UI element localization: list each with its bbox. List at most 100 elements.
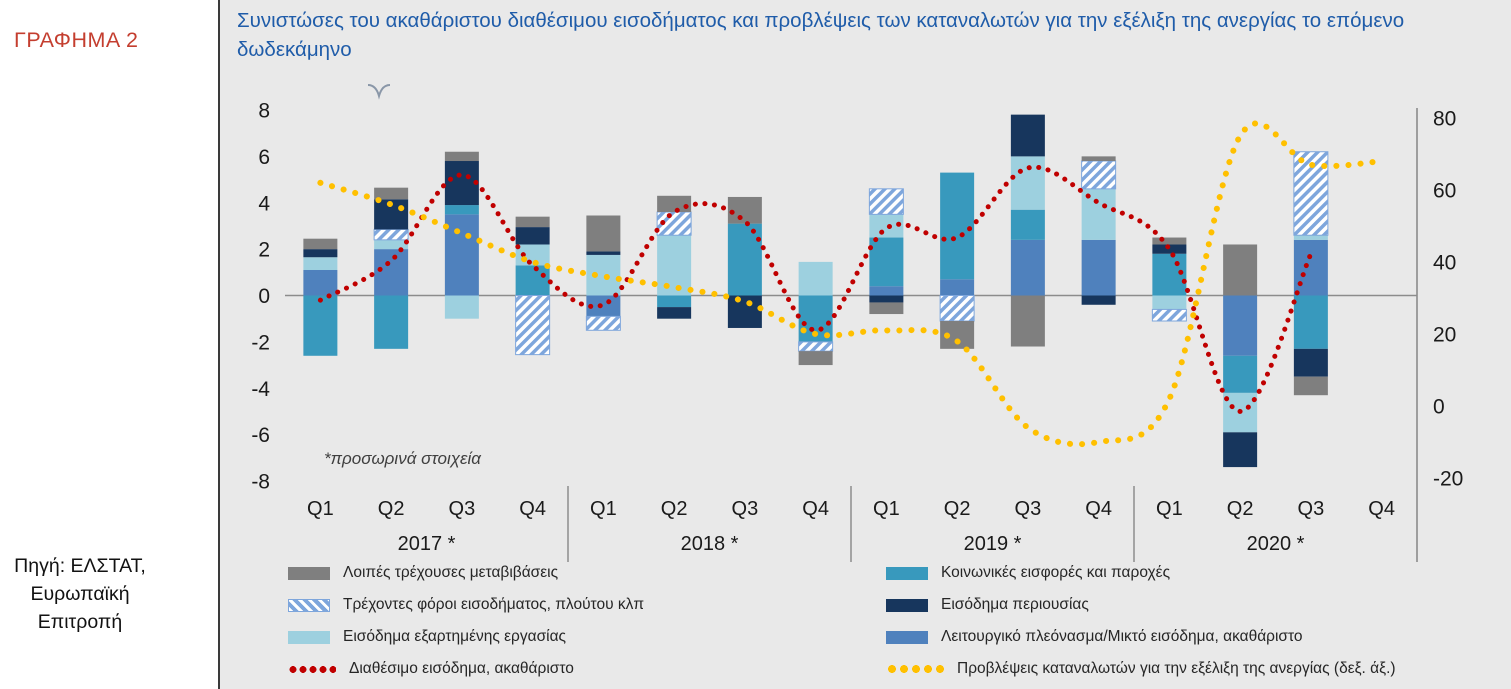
bar-other_transfers-q2 xyxy=(374,187,409,200)
bar-property-q1 xyxy=(303,249,338,258)
legend-item-operating-surplus: Λειτουργικό πλεόνασμα/Μικτό εισόδημα, ακ… xyxy=(886,626,1396,648)
chart-number-label: ΓΡΑΦΗΜΑ 2 xyxy=(14,28,139,52)
bar-employment-q4 xyxy=(515,244,550,266)
bar-surplus-q14 xyxy=(1223,295,1258,356)
bar-employment-q13 xyxy=(1152,295,1187,310)
x-axis-quarter-label: Q2 xyxy=(378,498,405,520)
bar-employment-q11 xyxy=(1010,156,1045,210)
x-axis-quarter-label: Q3 xyxy=(449,498,476,520)
left-axis-tick-label: 6 xyxy=(258,146,270,169)
legend-item-other-transfers: Λοιπές τρέχουσες μεταβιβάσεις xyxy=(288,562,644,584)
bar-other_transfers-q9 xyxy=(869,302,904,315)
bar-social-q6 xyxy=(657,295,692,308)
left-axis-tick-label: -8 xyxy=(251,471,270,494)
mediumblue-swatch-icon xyxy=(886,630,928,644)
x-axis-quarter-label: Q1 xyxy=(307,498,334,520)
bar-employment-q2 xyxy=(374,239,409,250)
x-axis-quarter-label: Q1 xyxy=(873,498,900,520)
bar-social-q15 xyxy=(1293,295,1328,349)
line-disposable_income xyxy=(317,164,1314,414)
title-brace-mark xyxy=(367,84,391,100)
source-line: Επιτροπή xyxy=(37,611,123,633)
x-axis-quarter-label: Q1 xyxy=(1156,498,1183,520)
bar-taxes-q13 xyxy=(1151,308,1187,322)
legend-label: Λοιπές τρέχουσες μεταβιβάσεις xyxy=(343,564,559,581)
right-axis-tick-label: 80 xyxy=(1433,108,1456,131)
x-axis-quarter-label: Q3 xyxy=(1015,498,1042,520)
left-axis-tick-label: 8 xyxy=(258,100,270,123)
legend-label: Κοινωνικές εισφορές και παροχές xyxy=(941,564,1171,581)
bar-employment-q8 xyxy=(798,261,833,296)
source-line: Πηγή: ΕΛΣΤΑΤ, xyxy=(14,555,146,577)
legend-item-unemployment-expectations: Προβλέψεις καταναλωτών για την εξέλιξη τ… xyxy=(886,658,1396,680)
bar-surplus-q2 xyxy=(374,249,409,296)
bar-social-q14 xyxy=(1223,355,1258,393)
bar-other_transfers-q3 xyxy=(444,151,479,162)
right-axis-tick-label: 20 xyxy=(1433,324,1456,347)
bar-social-q4 xyxy=(515,265,550,296)
bar-property-q4 xyxy=(515,227,550,245)
left-axis-tick-label: 4 xyxy=(258,192,270,215)
vertical-divider xyxy=(218,0,220,689)
left-axis-tick-label: 2 xyxy=(258,239,270,262)
bar-other_transfers-q12 xyxy=(1081,156,1116,162)
legend-label: Εισόδημα εξαρτημένης εργασίας xyxy=(343,628,567,645)
bar-other_transfers-q1 xyxy=(303,238,338,250)
right-axis-tick-label: 0 xyxy=(1433,396,1445,419)
bar-social-q10 xyxy=(940,172,975,280)
bar-other_transfers-q6 xyxy=(657,195,692,213)
chart-panel: Συνιστώσες του ακαθάριστου διαθέσιμου ει… xyxy=(220,0,1511,689)
x-axis-quarter-label: Q2 xyxy=(661,498,688,520)
bar-employment-q9 xyxy=(869,214,904,238)
x-axis-year-label: 2017 * xyxy=(398,533,456,555)
x-axis-quarter-label: Q3 xyxy=(732,498,759,520)
bar-other_transfers-q14 xyxy=(1223,244,1258,296)
bar-other_transfers-q5 xyxy=(586,215,621,252)
x-axis-year-label: 2020 * xyxy=(1247,533,1305,555)
left-axis-tick-label: -4 xyxy=(251,378,270,401)
bar-other_transfers-q13 xyxy=(1152,237,1187,245)
bar-surplus-q15 xyxy=(1293,239,1328,296)
right-axis-tick-label: -20 xyxy=(1433,468,1463,491)
bar-property-q15 xyxy=(1293,348,1328,377)
bar-taxes-q10 xyxy=(939,295,975,322)
legend-item-property-income: Εισόδημα περιουσίας xyxy=(886,594,1396,616)
bar-surplus-q9 xyxy=(869,286,904,296)
legend-label: Τρέχοντες φόροι εισοδήματος, πλούτου κλπ xyxy=(343,596,645,613)
red-dotted-line-icon xyxy=(288,665,336,673)
bar-taxes-q4 xyxy=(515,295,551,356)
legend-item-disposable-income: Διαθέσιμο εισόδημα, ακαθάριστο xyxy=(288,658,644,680)
x-axis-quarter-label: Q4 xyxy=(802,498,829,520)
bar-social-q1 xyxy=(303,295,338,356)
x-axis-quarter-label: Q4 xyxy=(519,498,546,520)
x-axis-year-label: 2019 * xyxy=(964,533,1022,555)
chart-legend: Λοιπές τρέχουσες μεταβιβάσεις Τρέχοντες … xyxy=(220,562,1511,689)
bar-other_transfers-q11 xyxy=(1010,295,1045,347)
bar-property-q3 xyxy=(444,161,479,206)
legend-label: Λειτουργικό πλεόνασμα/Μικτό εισόδημα, ακ… xyxy=(941,628,1303,645)
bar-social-q9 xyxy=(869,237,904,287)
left-axis-tick-label: -6 xyxy=(251,424,270,447)
bar-property-q6 xyxy=(657,307,692,319)
bar-taxes-q2 xyxy=(373,228,409,241)
legend-label: Διαθέσιμο εισόδημα, ακαθάριστο xyxy=(349,660,574,677)
bar-employment-q3 xyxy=(444,295,479,319)
source-line: Ευρωπαϊκή xyxy=(30,583,130,605)
bar-surplus-q12 xyxy=(1081,239,1116,296)
hatched-swatch-icon xyxy=(288,598,330,612)
bar-employment-q6 xyxy=(657,235,692,296)
bar-property-q14 xyxy=(1223,432,1258,468)
x-axis-year-label: 2018 * xyxy=(681,533,739,555)
bar-social-q2 xyxy=(374,295,409,349)
bar-taxes-q9 xyxy=(868,188,904,215)
gray-swatch-icon xyxy=(288,566,330,580)
teal-swatch-icon xyxy=(886,566,928,580)
provisional-data-note: *προσωρινά στοιχεία xyxy=(324,449,482,468)
x-axis-quarter-label: Q4 xyxy=(1368,498,1395,520)
bar-property-q11 xyxy=(1010,114,1045,157)
chart-title: Συνιστώσες του ακαθάριστου διαθέσιμου ει… xyxy=(237,9,1405,61)
bar-surplus-q11 xyxy=(1010,239,1045,296)
source-note: Πηγή: ΕΛΣΤΑΤ, Ευρωπαϊκή Επιτροπή xyxy=(0,552,160,636)
lightblue-swatch-icon xyxy=(288,630,330,644)
